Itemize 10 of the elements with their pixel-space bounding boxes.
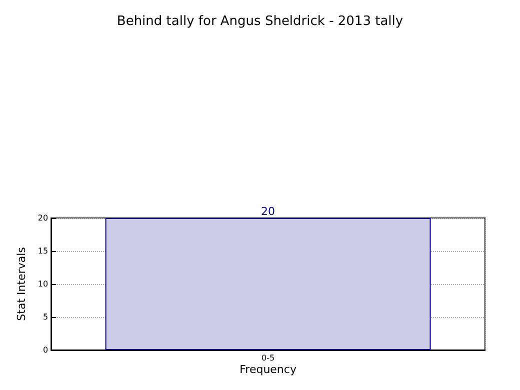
y-tick-label: 0 [42, 346, 48, 354]
chart-title: Behind tally for Angus Sheldrick - 2013 tally [116, 14, 404, 29]
x-axis-title: Frequency [240, 363, 297, 376]
y-tick-label: 20 [38, 214, 48, 222]
x-tick-label: 0-5 [262, 354, 275, 362]
y-tick-label: 5 [42, 312, 48, 322]
data-label: 20 [261, 205, 276, 218]
y-tick-label: 15 [38, 246, 48, 256]
y-tick-label: 10 [38, 280, 48, 288]
y-axis-title: Stat Intervals [15, 246, 28, 321]
